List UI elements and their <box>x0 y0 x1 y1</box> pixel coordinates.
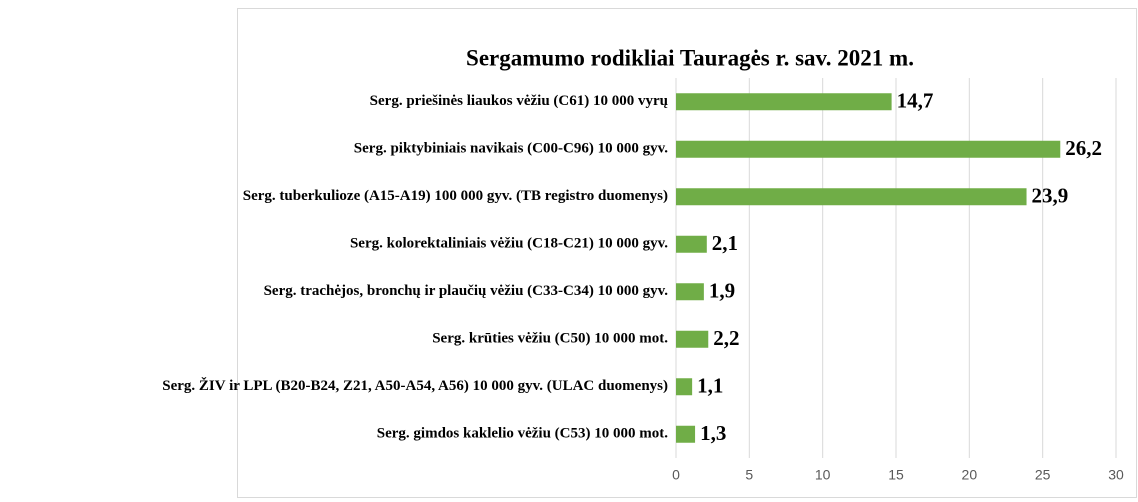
category-label: Serg. trachėjos, bronchų ir plaučių vėži… <box>264 283 669 299</box>
bar <box>676 93 892 111</box>
bar <box>676 188 1027 206</box>
x-tick-label: 20 <box>962 467 978 483</box>
category-label: Serg. priešinės liaukos vėžiu (C61) 10 0… <box>370 93 668 109</box>
x-tick-label: 15 <box>888 467 904 483</box>
category-label: Serg. ŽIV ir LPL (B20-B24, Z21, A50-A54,… <box>162 377 668 394</box>
value-label: 26,2 <box>1065 136 1102 160</box>
bar <box>676 140 1061 158</box>
x-tick-label: 30 <box>1108 467 1124 483</box>
x-tick-label: 5 <box>745 467 753 483</box>
bar <box>676 330 709 348</box>
value-label: 1,1 <box>697 374 723 398</box>
x-tick-label: 0 <box>672 467 680 483</box>
value-label: 14,7 <box>897 89 934 113</box>
value-label: 2,1 <box>712 231 738 255</box>
bar <box>676 378 693 396</box>
category-label: Serg. kolorektaliniais vėžiu (C18-C21) 1… <box>350 236 668 252</box>
x-tick-label: 10 <box>815 467 831 483</box>
category-label: Serg. tuberkulioze (A15-A19) 100 000 gyv… <box>243 188 668 204</box>
bar <box>676 425 696 443</box>
chart-title: Sergamumo rodikliai Tauragės r. sav. 202… <box>466 45 914 70</box>
bar <box>676 235 707 253</box>
x-tick-label: 25 <box>1035 467 1051 483</box>
value-label: 1,9 <box>709 279 735 303</box>
bar <box>676 283 704 301</box>
category-label: Serg. gimdos kaklelio vėžiu (C53) 10 000… <box>377 426 668 442</box>
category-label: Serg. krūties vėžiu (C50) 10 000 mot. <box>432 331 668 347</box>
category-label: Serg. piktybiniais navikais (C00-C96) 10… <box>354 141 668 157</box>
value-label: 1,3 <box>700 421 726 445</box>
chart-frame <box>237 8 1137 498</box>
value-label: 2,2 <box>713 326 739 350</box>
value-label: 23,9 <box>1032 184 1069 208</box>
